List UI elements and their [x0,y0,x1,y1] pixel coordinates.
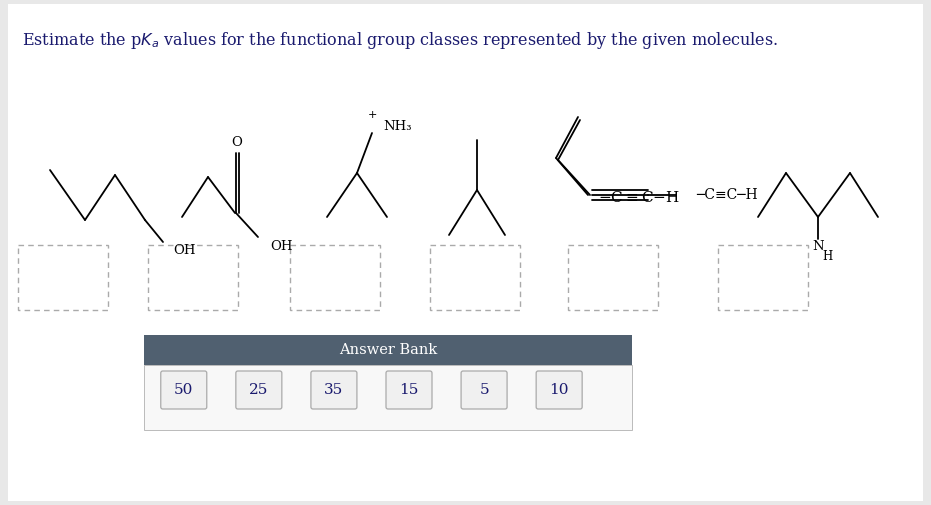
Text: O: O [232,136,242,149]
FancyBboxPatch shape [144,365,632,430]
Text: 15: 15 [399,383,419,397]
Text: $-$C$\equiv$C$-$H: $-$C$\equiv$C$-$H [598,190,680,206]
Text: OH: OH [173,243,196,257]
Text: ─C≡C─H: ─C≡C─H [696,188,758,202]
Text: 10: 10 [549,383,569,397]
FancyBboxPatch shape [536,371,582,409]
Text: +: + [368,110,377,120]
FancyBboxPatch shape [161,371,207,409]
FancyBboxPatch shape [144,335,632,365]
FancyBboxPatch shape [8,4,923,501]
FancyBboxPatch shape [386,371,432,409]
Text: OH: OH [270,240,292,254]
Text: Answer Bank: Answer Bank [339,343,438,357]
Text: H: H [822,249,832,263]
Text: 50: 50 [174,383,194,397]
Text: NH₃: NH₃ [383,121,412,133]
Text: 5: 5 [479,383,489,397]
Text: 25: 25 [250,383,268,397]
Text: N: N [812,240,824,254]
FancyBboxPatch shape [236,371,282,409]
Text: 35: 35 [324,383,344,397]
FancyBboxPatch shape [461,371,507,409]
FancyBboxPatch shape [311,371,357,409]
Text: Estimate the p$K_a$ values for the functional group classes represented by the g: Estimate the p$K_a$ values for the funct… [22,30,778,51]
